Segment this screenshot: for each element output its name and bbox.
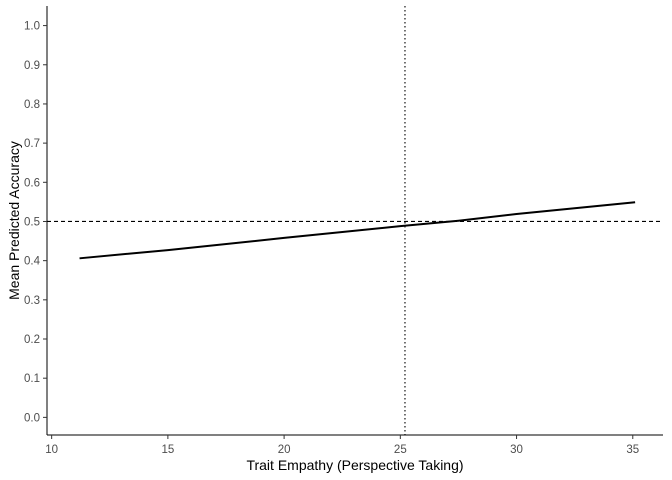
y-tick-label: 0.5 — [24, 216, 40, 228]
y-tick-label: 0.4 — [24, 256, 41, 268]
y-tick-label: 0.1 — [24, 373, 40, 385]
x-tick-label: 20 — [278, 444, 291, 456]
axes — [46, 6, 663, 436]
y-tick-label: 1.0 — [24, 21, 40, 33]
y-tick-label: 0.3 — [24, 295, 40, 307]
x-tick-label: 35 — [626, 444, 639, 456]
x-tick-label: 10 — [45, 444, 58, 456]
y-tick-label: 0.0 — [24, 412, 40, 424]
y-tick-label: 0.7 — [24, 138, 40, 150]
series-line — [79, 201, 636, 260]
x-tick-label: 15 — [161, 444, 174, 456]
reference-lines — [47, 6, 663, 435]
x-tick-label: 25 — [394, 444, 407, 456]
y-tick-label: 0.9 — [24, 60, 40, 72]
y-axis-title: Mean Predicted Accuracy — [6, 141, 22, 300]
y-tick-label: 0.2 — [24, 334, 40, 346]
ticks: 10 15 20 25 30 35 0.0 0.1 0.2 0.3 0.4 0.5 0.6 0.7 0.8 0… — [24, 21, 639, 456]
y-tick-label: 0.8 — [24, 99, 40, 111]
y-tick-label: 0.6 — [24, 177, 40, 189]
x-tick-label: 30 — [510, 444, 523, 456]
x-axis-title: Trait Empathy (Perspective Taking) — [246, 457, 463, 473]
series-group — [79, 201, 636, 260]
